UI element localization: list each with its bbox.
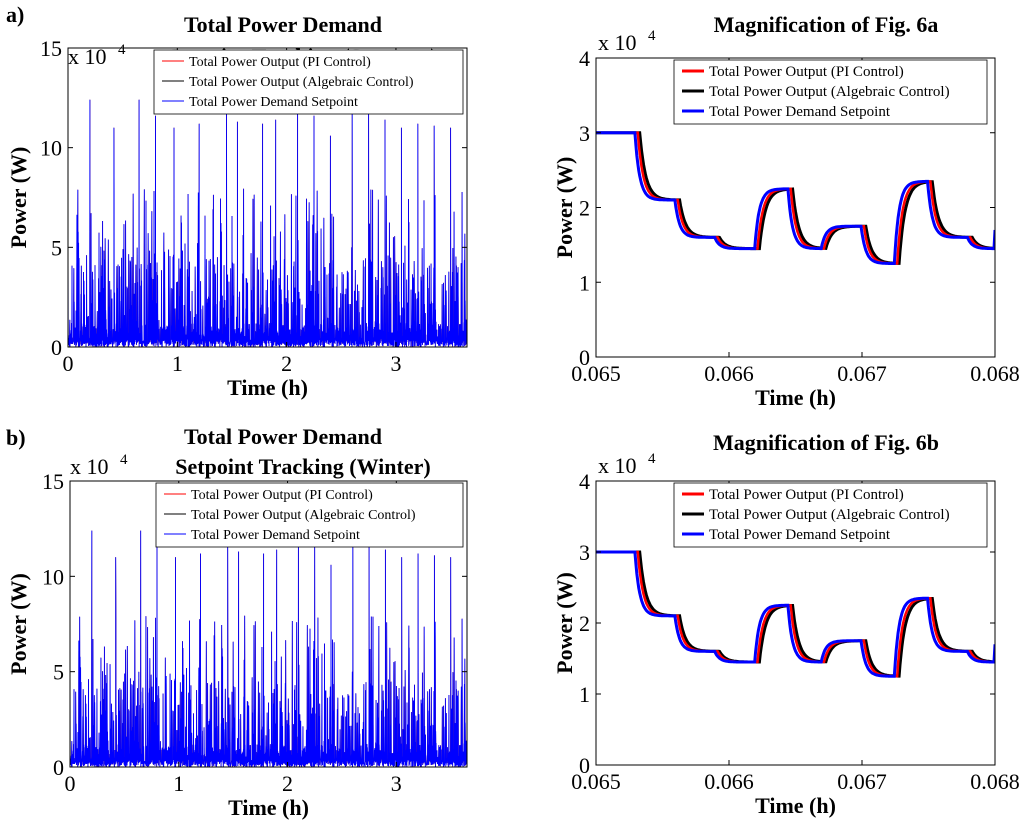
y-tick-label: 4 [579, 46, 590, 71]
x-axis-label: Time (h) [755, 793, 836, 818]
y-axis-label: Power (W) [6, 573, 31, 675]
y-tick-label: 0 [51, 335, 62, 360]
axis-exponent-power: 4 [648, 28, 656, 44]
axes-frame [69, 480, 468, 768]
legend-entry: Total Power Output (Algebraic Control) [709, 84, 950, 100]
x-tick-label: 0.068 [970, 769, 1020, 794]
x-tick-label: 0 [65, 771, 76, 796]
axis-exponent-label: x 10 [70, 454, 109, 479]
plot-area [596, 550, 995, 678]
legend: Total Power Output (PI Control) Total Pow… [153, 49, 464, 115]
y-tick-label: 0 [579, 345, 590, 370]
series-setpoint-line [70, 530, 467, 767]
y-tick-label: 5 [51, 235, 62, 260]
x-tick-label: 0 [63, 351, 74, 376]
legend-entry: Total Power Demand Setpoint [709, 527, 891, 543]
x-tick-label: 0.066 [704, 769, 754, 794]
y-tick-label: 15 [40, 36, 62, 61]
axis-exponent-power: 4 [118, 42, 126, 58]
x-axis-label: Time (h) [228, 795, 309, 820]
y-tick-label: 4 [579, 469, 590, 494]
chart-b-right: Magnification of Fig. 6b x 10 4 0.065 0.066 0… [552, 430, 1020, 818]
chart-b-left: Total Power Demand Setpoint Tracking (Win… [6, 424, 468, 820]
x-tick-label: 3 [390, 351, 401, 376]
legend-entry: Total Power Output (PI Control) [191, 488, 373, 503]
legend-box [673, 482, 988, 548]
y-tick-label: 5 [53, 660, 64, 685]
legend: Total Power Output (PI Control) Total Pow… [673, 482, 988, 548]
legend-entry: Total Power Demand Setpoint [709, 104, 891, 120]
y-axis-label: Power (W) [6, 147, 31, 249]
legend-box [155, 482, 464, 548]
x-tick-label: 1 [173, 771, 184, 796]
chart-title: Magnification of Fig. 6a [714, 12, 939, 37]
x-tick-label: 2 [281, 351, 292, 376]
legend: Total Power Output (PI Control) Total Pow… [155, 482, 464, 548]
x-tick-label: 1 [172, 351, 183, 376]
y-tick-label: 3 [579, 540, 590, 565]
legend-entry: Total Power Demand Setpoint [191, 528, 360, 543]
x-tick-label: 0.065 [571, 361, 621, 386]
x-tick-label: 3 [391, 771, 402, 796]
series-setpoint-line [596, 131, 995, 265]
chart-a-right: Magnification of Fig. 6a x 10 4 0.065 0.066 0… [552, 12, 1020, 410]
y-tick-label: 2 [579, 196, 590, 221]
axes-frame [67, 47, 468, 348]
plot-area [596, 131, 995, 265]
y-tick-label: 2 [579, 611, 590, 636]
y-axis-label: Power (W) [552, 157, 577, 259]
x-tick-label: 2 [282, 771, 293, 796]
y-tick-label: 0 [53, 755, 64, 780]
y-tick-label: 1 [579, 270, 590, 295]
axis-exponent-label: x 10 [598, 453, 637, 478]
chart-title: Magnification of Fig. 6b [713, 430, 939, 455]
panel-b-label: b) [6, 425, 26, 450]
axis-exponent-power: 4 [648, 451, 656, 467]
legend: Total Power Output (PI Control) Total Pow… [673, 59, 988, 125]
series-setpoint-line [68, 99, 467, 347]
x-tick-label: 0.067 [837, 361, 887, 386]
x-tick-label: 0.068 [970, 361, 1020, 386]
y-tick-label: 10 [40, 136, 62, 161]
plot-area [68, 99, 467, 347]
legend-box [673, 59, 988, 125]
y-tick-label: 1 [579, 682, 590, 707]
series-setpoint-line [596, 550, 995, 678]
x-tick-label: 0.067 [837, 769, 887, 794]
legend-box [153, 49, 464, 115]
chart-title-line2: Setpoint Tracking (Winter) [175, 454, 430, 479]
panel-a-label: a) [6, 2, 24, 27]
chart-title-line1: Total Power Demand [184, 12, 382, 37]
x-tick-label: 0.065 [571, 769, 621, 794]
legend-entry: Total Power Output (Algebraic Control) [189, 75, 414, 90]
y-tick-label: 0 [579, 753, 590, 778]
plot-area [70, 530, 467, 767]
x-tick-label: 0.066 [704, 361, 754, 386]
legend-entry: Total Power Output (PI Control) [189, 55, 371, 70]
x-axis-label: Time (h) [227, 375, 308, 400]
y-tick-label: 10 [42, 564, 64, 589]
x-axis-label: Time (h) [755, 385, 836, 410]
y-axis-label: Power (W) [552, 572, 577, 674]
legend-entry: Total Power Demand Setpoint [189, 95, 358, 110]
legend-entry: Total Power Output (PI Control) [709, 487, 904, 503]
y-tick-label: 15 [42, 469, 64, 494]
legend-entry: Total Power Output (Algebraic Control) [709, 507, 950, 523]
y-tick-label: 3 [579, 121, 590, 146]
axis-exponent-power: 4 [120, 452, 128, 468]
legend-entry: Total Power Output (PI Control) [709, 64, 904, 80]
chart-title-line1: Total Power Demand [184, 424, 382, 449]
axis-exponent-label: x 10 [598, 30, 637, 55]
legend-entry: Total Power Output (Algebraic Control) [191, 508, 416, 523]
